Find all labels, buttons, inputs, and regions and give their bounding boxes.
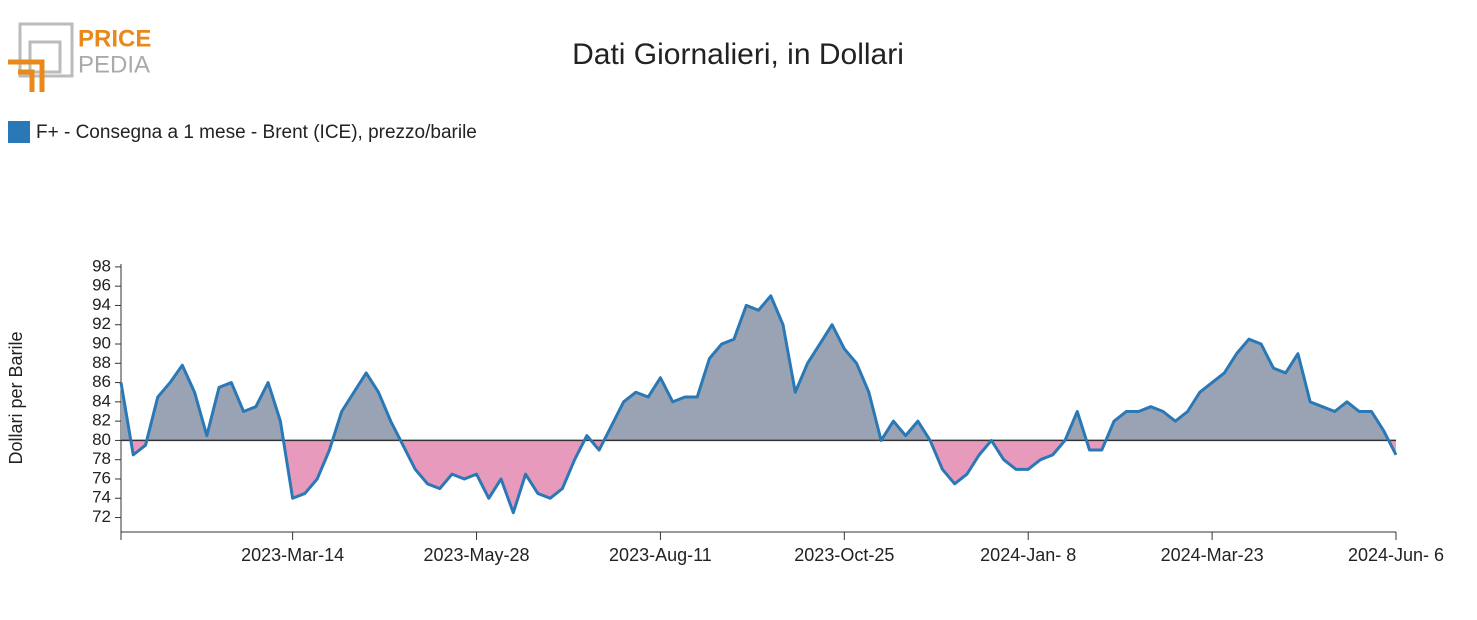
x-tick-label: 2023-May-28 — [423, 545, 529, 565]
y-tick-label: 76 — [92, 468, 111, 487]
y-tick-label: 88 — [92, 353, 111, 372]
chart-title: Dati Giornalieri, in Dollari — [572, 38, 904, 71]
x-tick-label: 2023-Mar-14 — [241, 545, 344, 565]
x-tick-label: 2024-Mar-23 — [1161, 545, 1264, 565]
line — [119, 294, 1398, 515]
legend-swatch — [8, 121, 30, 143]
y-tick-label: 96 — [92, 276, 111, 295]
y-axis-label: Dollari per Barile — [6, 331, 26, 464]
logo-bottom: PEDIA — [78, 51, 150, 78]
y-tick-label: 72 — [92, 507, 111, 526]
y-tick-label: 94 — [92, 295, 111, 314]
logo: PRICE PEDIA — [8, 22, 151, 92]
y-tick-label: 80 — [92, 430, 111, 449]
logo-top: PRICE — [78, 25, 151, 52]
x-tick-label: 2023-Oct-25 — [794, 545, 894, 565]
y-tick-label: 90 — [92, 333, 111, 352]
x-tick-label: 2024-Jan- 8 — [980, 545, 1076, 565]
x-tick-label: 2023-Aug-11 — [609, 545, 712, 565]
legend-label: F+ - Consegna a 1 mese - Brent (ICE), pr… — [36, 122, 477, 143]
area-above — [121, 295, 1396, 441]
y-tick-label: 84 — [92, 391, 111, 410]
y-tick-label: 74 — [92, 488, 111, 507]
y-tick-label: 86 — [92, 372, 111, 391]
area-below — [130, 440, 1396, 513]
y-tick-label: 92 — [92, 314, 111, 333]
y-tick-label: 82 — [92, 411, 111, 430]
y-tick-label: 98 — [92, 256, 111, 275]
x-tick-label: 2024-Jun- 6 — [1348, 545, 1444, 565]
y-tick-label: 78 — [92, 449, 111, 468]
